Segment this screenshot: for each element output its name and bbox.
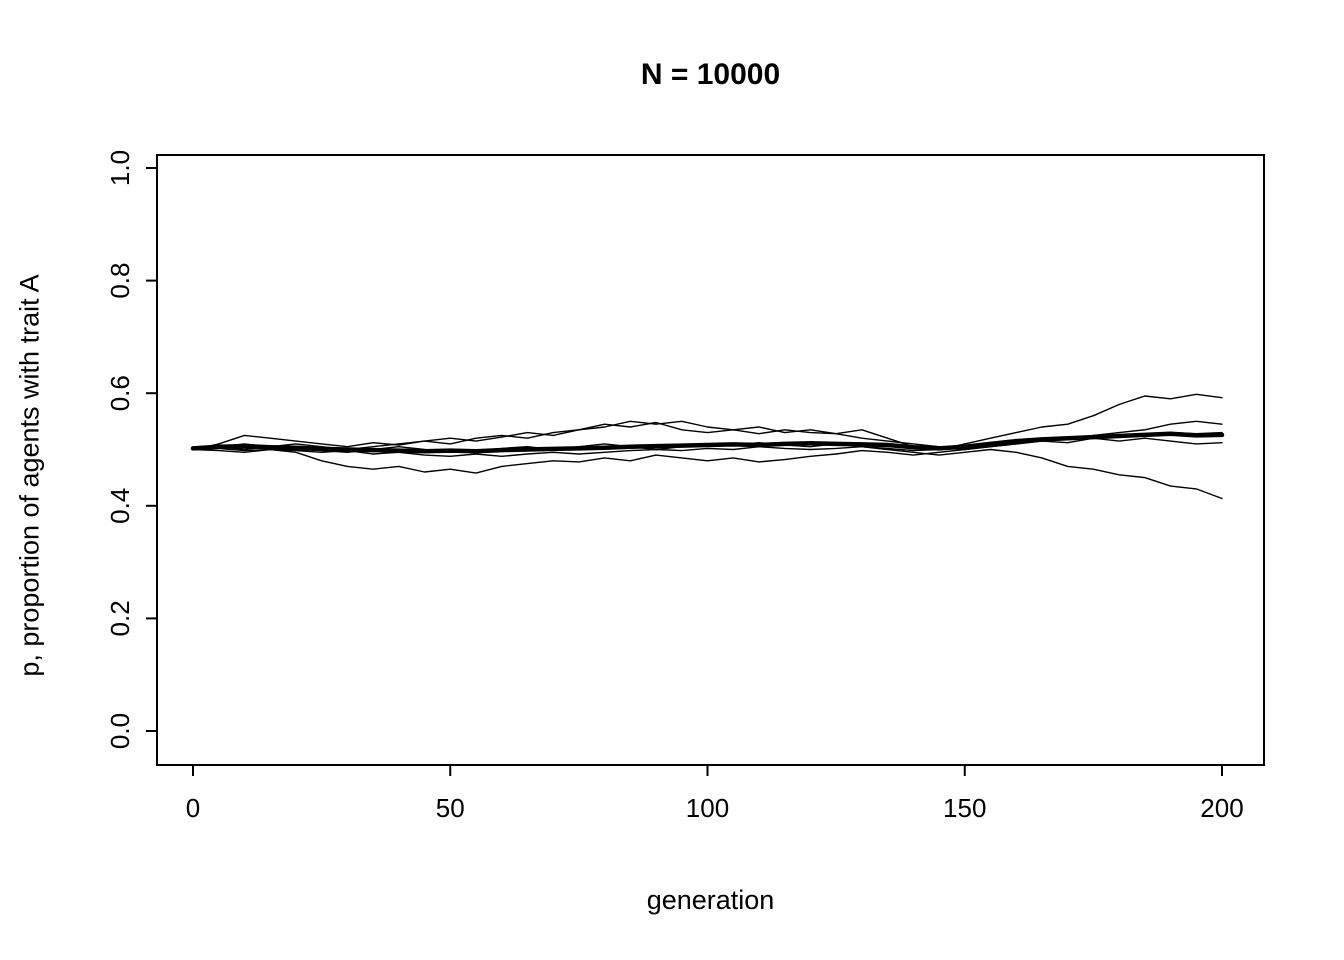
x-tick-label: 200 xyxy=(1200,793,1243,823)
x-tick-label: 0 xyxy=(186,793,200,823)
x-tick-label: 150 xyxy=(943,793,986,823)
y-tick-label: 0.2 xyxy=(105,600,135,636)
chart-title: N = 10000 xyxy=(640,58,781,91)
y-tick-label: 0.4 xyxy=(105,488,135,524)
y-tick-label: 1.0 xyxy=(105,150,135,186)
x-tick-label: 50 xyxy=(436,793,465,823)
series-line-run-3 xyxy=(192,437,1223,474)
series-line-run-1 xyxy=(192,393,1223,451)
y-tick-label: 0.8 xyxy=(105,263,135,299)
y-tick-label: 0.0 xyxy=(105,713,135,749)
plot-border xyxy=(156,154,1265,766)
series-line-mean xyxy=(190,431,1225,454)
x-axis-label: generation xyxy=(646,885,775,915)
y-tick-label: 0.6 xyxy=(105,375,135,411)
x-tick-label: 100 xyxy=(686,793,729,823)
y-axis-label: p, proportion of agents with trait A xyxy=(14,274,45,677)
